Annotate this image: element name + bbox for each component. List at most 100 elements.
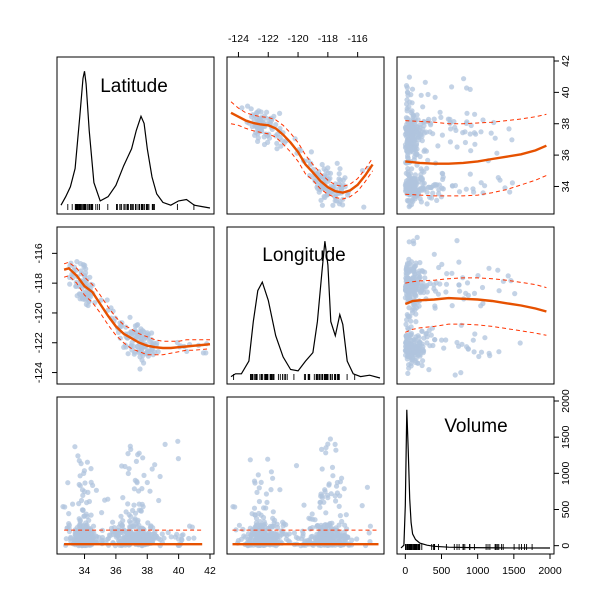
tick-label-bottom-left: 34 <box>79 565 91 577</box>
point-vol-lat <box>175 456 181 462</box>
point-vol-lat <box>72 533 78 539</box>
point-lon-lat <box>67 274 73 280</box>
point-lat-vol <box>449 84 455 90</box>
point-lat-vol <box>410 112 416 118</box>
point-lon-vol <box>418 288 424 295</box>
point-vol-lon <box>334 479 340 486</box>
point-lat-lon <box>319 161 325 168</box>
point-vol-lat <box>66 528 72 535</box>
point-lon-lat <box>137 329 143 335</box>
point-lat-lon <box>267 118 273 124</box>
point-lon-vol <box>430 342 436 349</box>
point-vol-lon <box>343 512 349 518</box>
density-curve-latitude <box>60 71 211 209</box>
point-lat-vol <box>509 137 515 143</box>
tick-label-right-bottom: 1000 <box>560 461 572 485</box>
point-lat-lon <box>322 194 328 201</box>
point-lat-vol <box>432 94 438 100</box>
point-lon-vol <box>435 291 441 297</box>
point-vol-lon <box>337 513 343 519</box>
point-vol-lat <box>110 519 116 525</box>
point-vol-lon <box>295 535 301 542</box>
point-vol-lat <box>144 479 150 486</box>
point-lat-vol <box>418 199 424 205</box>
point-lat-vol <box>428 195 435 201</box>
point-lat-vol <box>468 148 474 154</box>
point-lon-vol <box>403 321 409 327</box>
point-lon-vol <box>420 343 426 350</box>
point-vol-lon <box>309 525 315 531</box>
point-lon-vol <box>431 286 437 292</box>
panel-frame-latitude-volume <box>396 56 555 215</box>
point-lat-lon <box>266 135 273 141</box>
tick-label-bottom-left: 42 <box>204 565 216 577</box>
point-lat-vol <box>452 124 458 130</box>
point-lon-vol <box>413 359 419 366</box>
point-lon-vol <box>414 234 420 240</box>
point-lon-lat <box>121 344 127 350</box>
point-vol-lon <box>341 486 347 492</box>
point-lon-lat <box>73 283 79 289</box>
point-lon-vol <box>478 349 485 355</box>
point-vol-lon <box>367 539 373 545</box>
point-lat-lon <box>318 197 324 203</box>
point-lat-vol <box>408 120 414 127</box>
point-lat-lon <box>333 191 339 197</box>
point-lon-vol <box>420 284 426 290</box>
tick-label-bottom-right: 2000 <box>538 565 562 577</box>
point-lon-lat <box>67 281 73 287</box>
point-lon-vol <box>454 339 460 346</box>
point-vol-lon <box>354 536 360 542</box>
point-vol-lat <box>175 536 182 542</box>
point-lat-vol <box>436 182 442 188</box>
point-vol-lon <box>325 495 331 501</box>
point-lon-vol <box>405 288 412 294</box>
point-lat-vol <box>404 97 410 103</box>
point-lat-vol <box>448 126 454 132</box>
point-lat-vol <box>403 183 409 189</box>
point-lat-lon <box>274 146 280 152</box>
smooth-lower-latitude-vs-volume <box>405 175 547 197</box>
point-lat-vol <box>404 85 410 91</box>
point-lat-vol <box>409 129 415 135</box>
point-lon-lat <box>85 302 91 309</box>
point-lon-lat <box>76 291 82 297</box>
point-vol-lon <box>263 491 269 497</box>
point-vol-lon <box>322 487 328 493</box>
point-lon-vol <box>465 346 471 352</box>
tick-label-bottom-left: 38 <box>141 565 153 577</box>
point-lon-vol <box>464 280 471 286</box>
point-lon-vol <box>428 332 434 338</box>
point-lon-vol <box>422 275 428 281</box>
tick-label-top: -120 <box>288 33 309 45</box>
point-vol-lon <box>367 523 373 529</box>
point-vol-lat <box>187 523 193 529</box>
point-lat-vol <box>467 131 473 137</box>
point-vol-lon <box>332 441 338 447</box>
point-vol-lon <box>247 536 253 542</box>
point-lon-vol <box>476 353 482 360</box>
point-lat-vol <box>430 190 436 196</box>
point-lat-vol <box>431 116 437 122</box>
point-lat-lon <box>254 125 261 131</box>
point-lon-vol <box>408 318 414 324</box>
point-lon-lat <box>128 329 134 335</box>
point-vol-lat <box>139 486 145 492</box>
panel-frame-longitude-volume <box>396 226 555 385</box>
tick-label-bottom-right: 0 <box>402 565 408 577</box>
point-vol-lat <box>125 501 131 507</box>
point-vol-lat <box>119 463 125 469</box>
point-lon-vol <box>459 341 465 347</box>
point-lon-vol <box>517 340 523 346</box>
tick-label-right-top: 34 <box>560 180 572 192</box>
point-lon-vol <box>432 337 438 343</box>
point-vol-lat <box>125 535 132 542</box>
point-lon-lat <box>134 322 140 328</box>
point-lat-vol <box>409 86 416 92</box>
tick-label-right-bottom: 0 <box>560 543 572 549</box>
point-lat-vol <box>424 201 430 207</box>
point-lon-vol <box>482 335 488 341</box>
point-vol-lat <box>113 528 119 534</box>
point-lon-lat <box>117 335 123 341</box>
point-lat-lon <box>315 182 321 188</box>
